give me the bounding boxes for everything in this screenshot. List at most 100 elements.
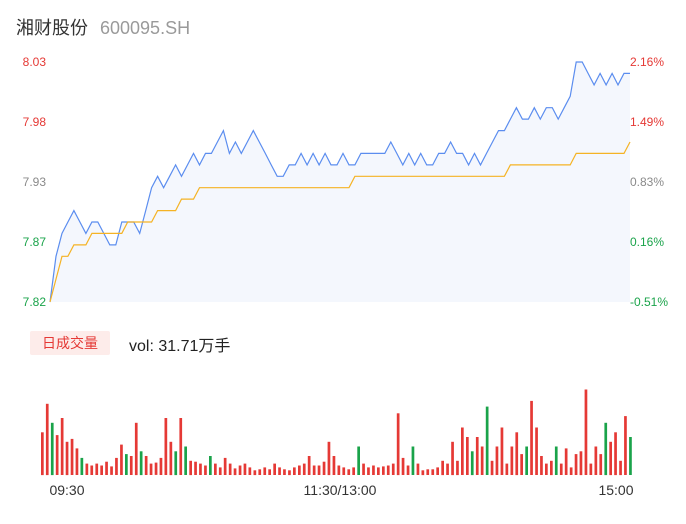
- y-left-tick-label: 8.03: [23, 55, 47, 69]
- volume-bar: [322, 461, 326, 475]
- volume-bar: [564, 448, 568, 475]
- volume-bar: [283, 469, 286, 475]
- volume-bar: [45, 403, 49, 476]
- volume-bar: [332, 456, 336, 475]
- volume-bar: [80, 457, 84, 475]
- volume-bar: [609, 441, 612, 476]
- volume-bar: [540, 456, 543, 475]
- volume-bar: [629, 437, 632, 475]
- volume-bar: [416, 463, 420, 475]
- volume-bar: [480, 446, 484, 475]
- volume-bar: [85, 463, 89, 475]
- volume-bar: [50, 422, 54, 476]
- volume-bar: [125, 454, 128, 475]
- volume-bar: [144, 456, 148, 475]
- price-line: [49, 61, 630, 303]
- volume-bar: [520, 454, 523, 475]
- volume-bar: [495, 446, 499, 475]
- volume-bar: [90, 465, 94, 475]
- volume-bar: [451, 441, 454, 476]
- volume-bar: [307, 456, 311, 475]
- volume-bar: [352, 467, 355, 475]
- volume-bar: [599, 454, 603, 475]
- volume-bar: [129, 456, 133, 475]
- volume-bar: [475, 437, 479, 475]
- volume-bar: [55, 435, 59, 475]
- volume-bar: [382, 466, 385, 475]
- volume-bar: [510, 446, 514, 475]
- volume-bar: [105, 461, 108, 475]
- y-left-tick-label: 7.82: [23, 295, 47, 309]
- volume-bar: [396, 413, 400, 476]
- volume-bar: [579, 451, 583, 476]
- volume-bar: [431, 469, 435, 475]
- volume-bar: [248, 467, 252, 475]
- volume-bar: [377, 467, 380, 475]
- volume-bar: [470, 451, 474, 476]
- volume-bar: [327, 441, 331, 476]
- volume-bar: [386, 465, 390, 475]
- volume-bar: [199, 463, 202, 475]
- volume-bar: [218, 467, 222, 475]
- volume-bar: [545, 463, 548, 475]
- volume-bar: [391, 463, 395, 475]
- volume-bar: [441, 460, 444, 476]
- volume-bar: [169, 441, 173, 476]
- y-left-tick-label: 7.93: [23, 175, 47, 189]
- volume-bar: [530, 400, 533, 475]
- volume-bar: [263, 467, 267, 475]
- volume-bar: [238, 465, 242, 475]
- y-right-tick-label: 2.16%: [630, 55, 664, 69]
- volume-bar: [342, 467, 346, 475]
- stock-title: 湘财股份 600095.SH: [16, 14, 190, 40]
- volume-bar: [228, 463, 232, 475]
- volume-bar: [159, 457, 163, 475]
- volume-bar: [223, 457, 227, 475]
- volume-bar: [214, 463, 217, 475]
- volume-bar: [194, 461, 197, 475]
- volume-bar: [624, 416, 627, 475]
- volume-bar: [347, 469, 351, 475]
- volume-bar: [149, 463, 153, 475]
- volume-bar: [554, 446, 558, 475]
- volume-bar: [619, 460, 622, 476]
- volume-bar: [288, 470, 291, 476]
- volume-bar: [446, 463, 449, 475]
- volume-bar: [189, 460, 192, 476]
- volume-bar: [594, 446, 598, 475]
- volume-bar: [233, 468, 237, 476]
- volume-bar: [273, 463, 276, 475]
- stock-name: 湘财股份: [16, 18, 88, 38]
- volume-bar: [436, 467, 439, 475]
- volume-bar: [184, 446, 187, 475]
- volume-bar: [120, 444, 123, 475]
- volume-bar: [204, 465, 207, 475]
- volume-bar: [485, 406, 489, 475]
- volume-bar: [110, 466, 113, 475]
- y-right-tick-label: 0.83%: [630, 175, 664, 189]
- volume-bar: [401, 457, 405, 475]
- y-right-tick-label: 1.49%: [630, 115, 664, 129]
- stock-code: 600095.SH: [100, 18, 191, 38]
- volume-bar: [456, 460, 459, 476]
- volume-bar: [550, 460, 553, 476]
- volume-bar: [584, 389, 588, 475]
- x-tick-label: 11:30/13:00: [304, 482, 377, 498]
- volume-bar: [312, 465, 316, 475]
- volume-bar: [569, 467, 573, 475]
- volume-bar: [179, 418, 183, 475]
- volume-bar: [604, 422, 608, 476]
- volume-bar: [426, 469, 430, 475]
- volume-bar: [515, 432, 519, 476]
- volume-bar: [500, 427, 504, 475]
- volume-bar: [278, 467, 281, 475]
- volume-bar: [209, 456, 212, 475]
- volume-bar: [406, 465, 410, 475]
- volume-bar: [70, 438, 74, 475]
- volume-bar: [411, 446, 415, 475]
- volume-tab[interactable]: 日成交量: [30, 331, 110, 355]
- volume-bar: [421, 470, 425, 476]
- volume-bar: [41, 432, 44, 476]
- volume-bar: [372, 465, 375, 475]
